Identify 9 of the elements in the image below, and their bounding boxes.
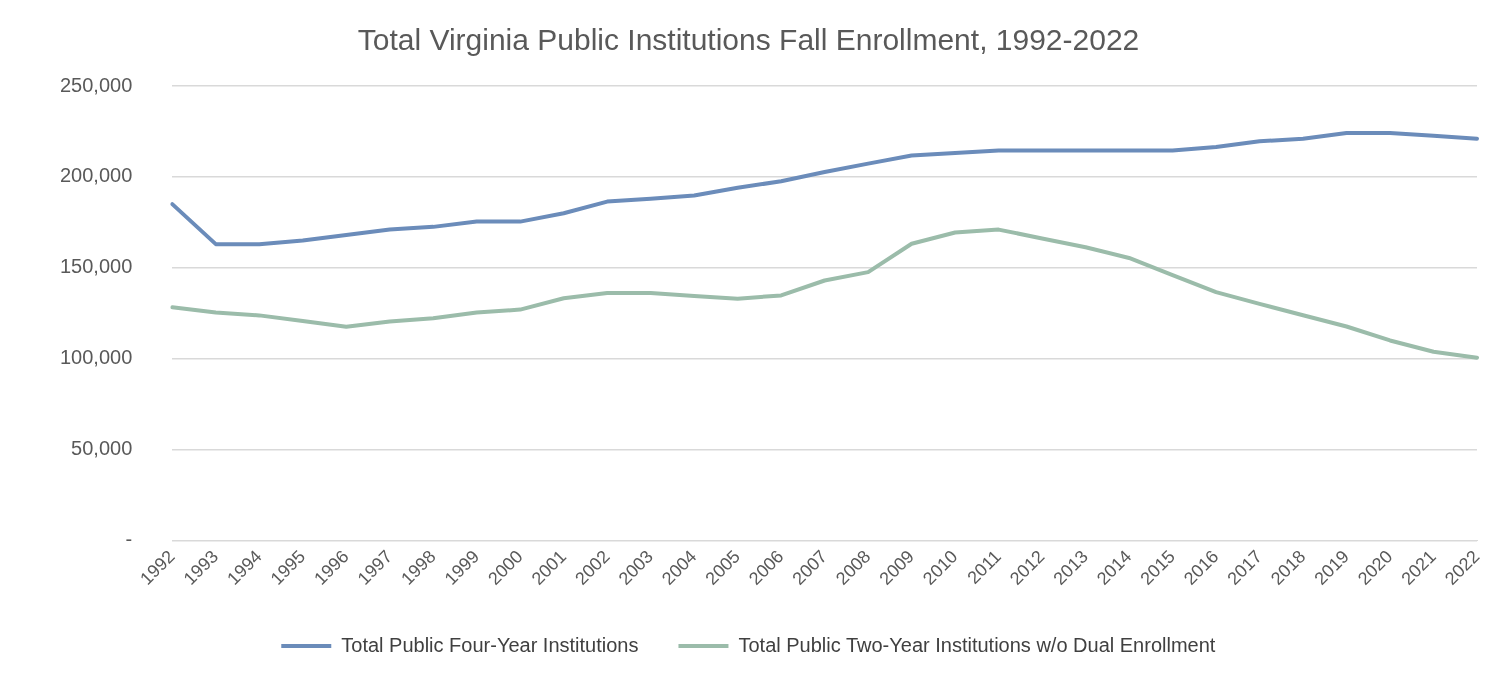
y-tick-label: 200,000 xyxy=(60,164,133,187)
legend-label: Total Public Two-Year Institutions w/o Dual Enrollment xyxy=(738,633,1216,656)
y-tick-label: 150,000 xyxy=(60,255,133,278)
y-tick-label: 50,000 xyxy=(71,437,133,460)
y-tick-label: 100,000 xyxy=(60,346,133,369)
chart-title: Total Virginia Public Institutions Fall Enrollment, 1992-2022 xyxy=(357,23,1140,57)
y-tick-label: - xyxy=(125,527,133,550)
legend-label: Total Public Four-Year Institutions xyxy=(341,633,639,656)
y-tick-label: 250,000 xyxy=(60,73,133,96)
